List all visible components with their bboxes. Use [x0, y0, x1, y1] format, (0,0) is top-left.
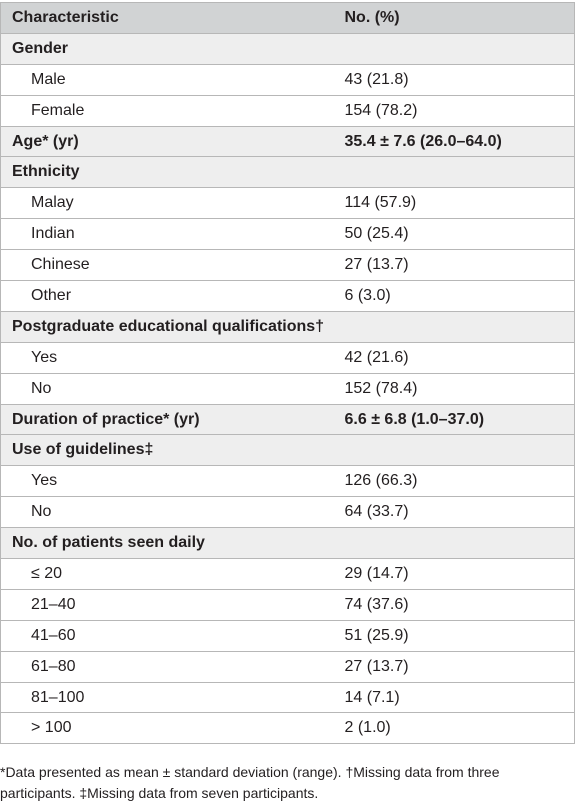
column-header-count-percent: No. (%)	[343, 2, 575, 34]
table-header-row: Characteristic No. (%)	[0, 2, 575, 34]
row-value: 27 (13.7)	[343, 249, 575, 282]
row-value: 27 (13.7)	[343, 651, 575, 683]
row-value	[343, 527, 575, 560]
row-label: Duration of practice* (yr)	[0, 404, 344, 436]
row-value: 29 (14.7)	[343, 558, 575, 590]
table-row-category: Postgraduate educational qualifications†	[0, 311, 575, 343]
row-value	[343, 434, 575, 467]
table-row: ≤ 20 29 (14.7)	[0, 558, 575, 590]
table-row: Male 43 (21.8)	[0, 64, 575, 96]
row-value: 2 (1.0)	[343, 712, 575, 745]
row-value: 50 (25.4)	[343, 218, 575, 251]
row-label: > 100	[0, 712, 344, 745]
row-label: 41–60	[0, 620, 344, 652]
row-label: 21–40	[0, 589, 344, 621]
table-row: Female 154 (78.2)	[0, 95, 575, 127]
table-row: Indian 50 (25.4)	[0, 218, 575, 251]
row-label: Ethnicity	[0, 156, 344, 189]
table-row: Yes 126 (66.3)	[0, 465, 575, 498]
row-label: Yes	[0, 342, 344, 374]
row-label: Male	[0, 64, 344, 96]
row-value: 126 (66.3)	[343, 465, 575, 498]
row-value: 64 (33.7)	[343, 496, 575, 529]
row-label: Age* (yr)	[0, 126, 344, 158]
row-label: Yes	[0, 465, 344, 498]
row-value: 42 (21.6)	[343, 342, 575, 374]
row-value: 6.6 ± 6.8 (1.0–37.0)	[343, 404, 575, 436]
row-value: 51 (25.9)	[343, 620, 575, 652]
table-row: > 100 2 (1.0)	[0, 712, 575, 745]
characteristics-table-container: Characteristic No. (%) Gender Male 43 (21.…	[0, 2, 575, 745]
table-row: 81–100 14 (7.1)	[0, 682, 575, 714]
row-label: Postgraduate educational qualifications†	[0, 311, 344, 343]
characteristics-table: Characteristic No. (%) Gender Male 43 (21.…	[0, 2, 575, 745]
row-value	[343, 156, 575, 189]
table-row: Other 6 (3.0)	[0, 280, 575, 312]
table-row-category: Ethnicity	[0, 156, 575, 189]
row-value: 154 (78.2)	[343, 95, 575, 127]
table-footnote: *Data presented as mean ± standard devia…	[0, 762, 575, 804]
row-label: No	[0, 373, 344, 405]
row-value: 152 (78.4)	[343, 373, 575, 405]
row-label: Female	[0, 95, 344, 127]
table-row-category: Gender	[0, 33, 575, 65]
table-row: No 64 (33.7)	[0, 496, 575, 529]
table-row-category: Duration of practice* (yr) 6.6 ± 6.8 (1.0…	[0, 404, 575, 436]
row-value: 43 (21.8)	[343, 64, 575, 96]
table-row-category: Use of guidelines‡	[0, 434, 575, 467]
table-body: Gender Male 43 (21.8) Female 154 (78.2) Age* …	[0, 33, 575, 745]
column-header-characteristic: Characteristic	[0, 2, 344, 34]
row-value: 35.4 ± 7.6 (26.0–64.0)	[343, 126, 575, 158]
row-label: ≤ 20	[0, 558, 344, 590]
row-label: 61–80	[0, 651, 344, 683]
row-label: No. of patients seen daily	[0, 527, 344, 560]
row-label: Gender	[0, 33, 344, 65]
row-value: 14 (7.1)	[343, 682, 575, 714]
table-row-category: No. of patients seen daily	[0, 527, 575, 560]
row-label: Other	[0, 280, 344, 312]
row-value	[343, 311, 575, 343]
footnote-line-1: *Data presented as mean ± standard devia…	[0, 764, 500, 780]
table-row: No 152 (78.4)	[0, 373, 575, 405]
row-value	[343, 33, 575, 65]
row-label: 81–100	[0, 682, 344, 714]
row-value: 74 (37.6)	[343, 589, 575, 621]
row-label: Use of guidelines‡	[0, 434, 344, 467]
footnote-line-2: participants. ‡Missing data from seven p…	[0, 785, 319, 801]
row-value: 114 (57.9)	[343, 187, 575, 220]
row-label: Indian	[0, 218, 344, 251]
table-row: Chinese 27 (13.7)	[0, 249, 575, 282]
row-label: No	[0, 496, 344, 529]
table-row: 61–80 27 (13.7)	[0, 651, 575, 683]
table-row-category: Age* (yr) 35.4 ± 7.6 (26.0–64.0)	[0, 126, 575, 158]
table-row: Malay 114 (57.9)	[0, 187, 575, 220]
row-label: Chinese	[0, 249, 344, 282]
table-row: 41–60 51 (25.9)	[0, 620, 575, 652]
table-row: 21–40 74 (37.6)	[0, 589, 575, 621]
table-row: Yes 42 (21.6)	[0, 342, 575, 374]
row-value: 6 (3.0)	[343, 280, 575, 312]
row-label: Malay	[0, 187, 344, 220]
